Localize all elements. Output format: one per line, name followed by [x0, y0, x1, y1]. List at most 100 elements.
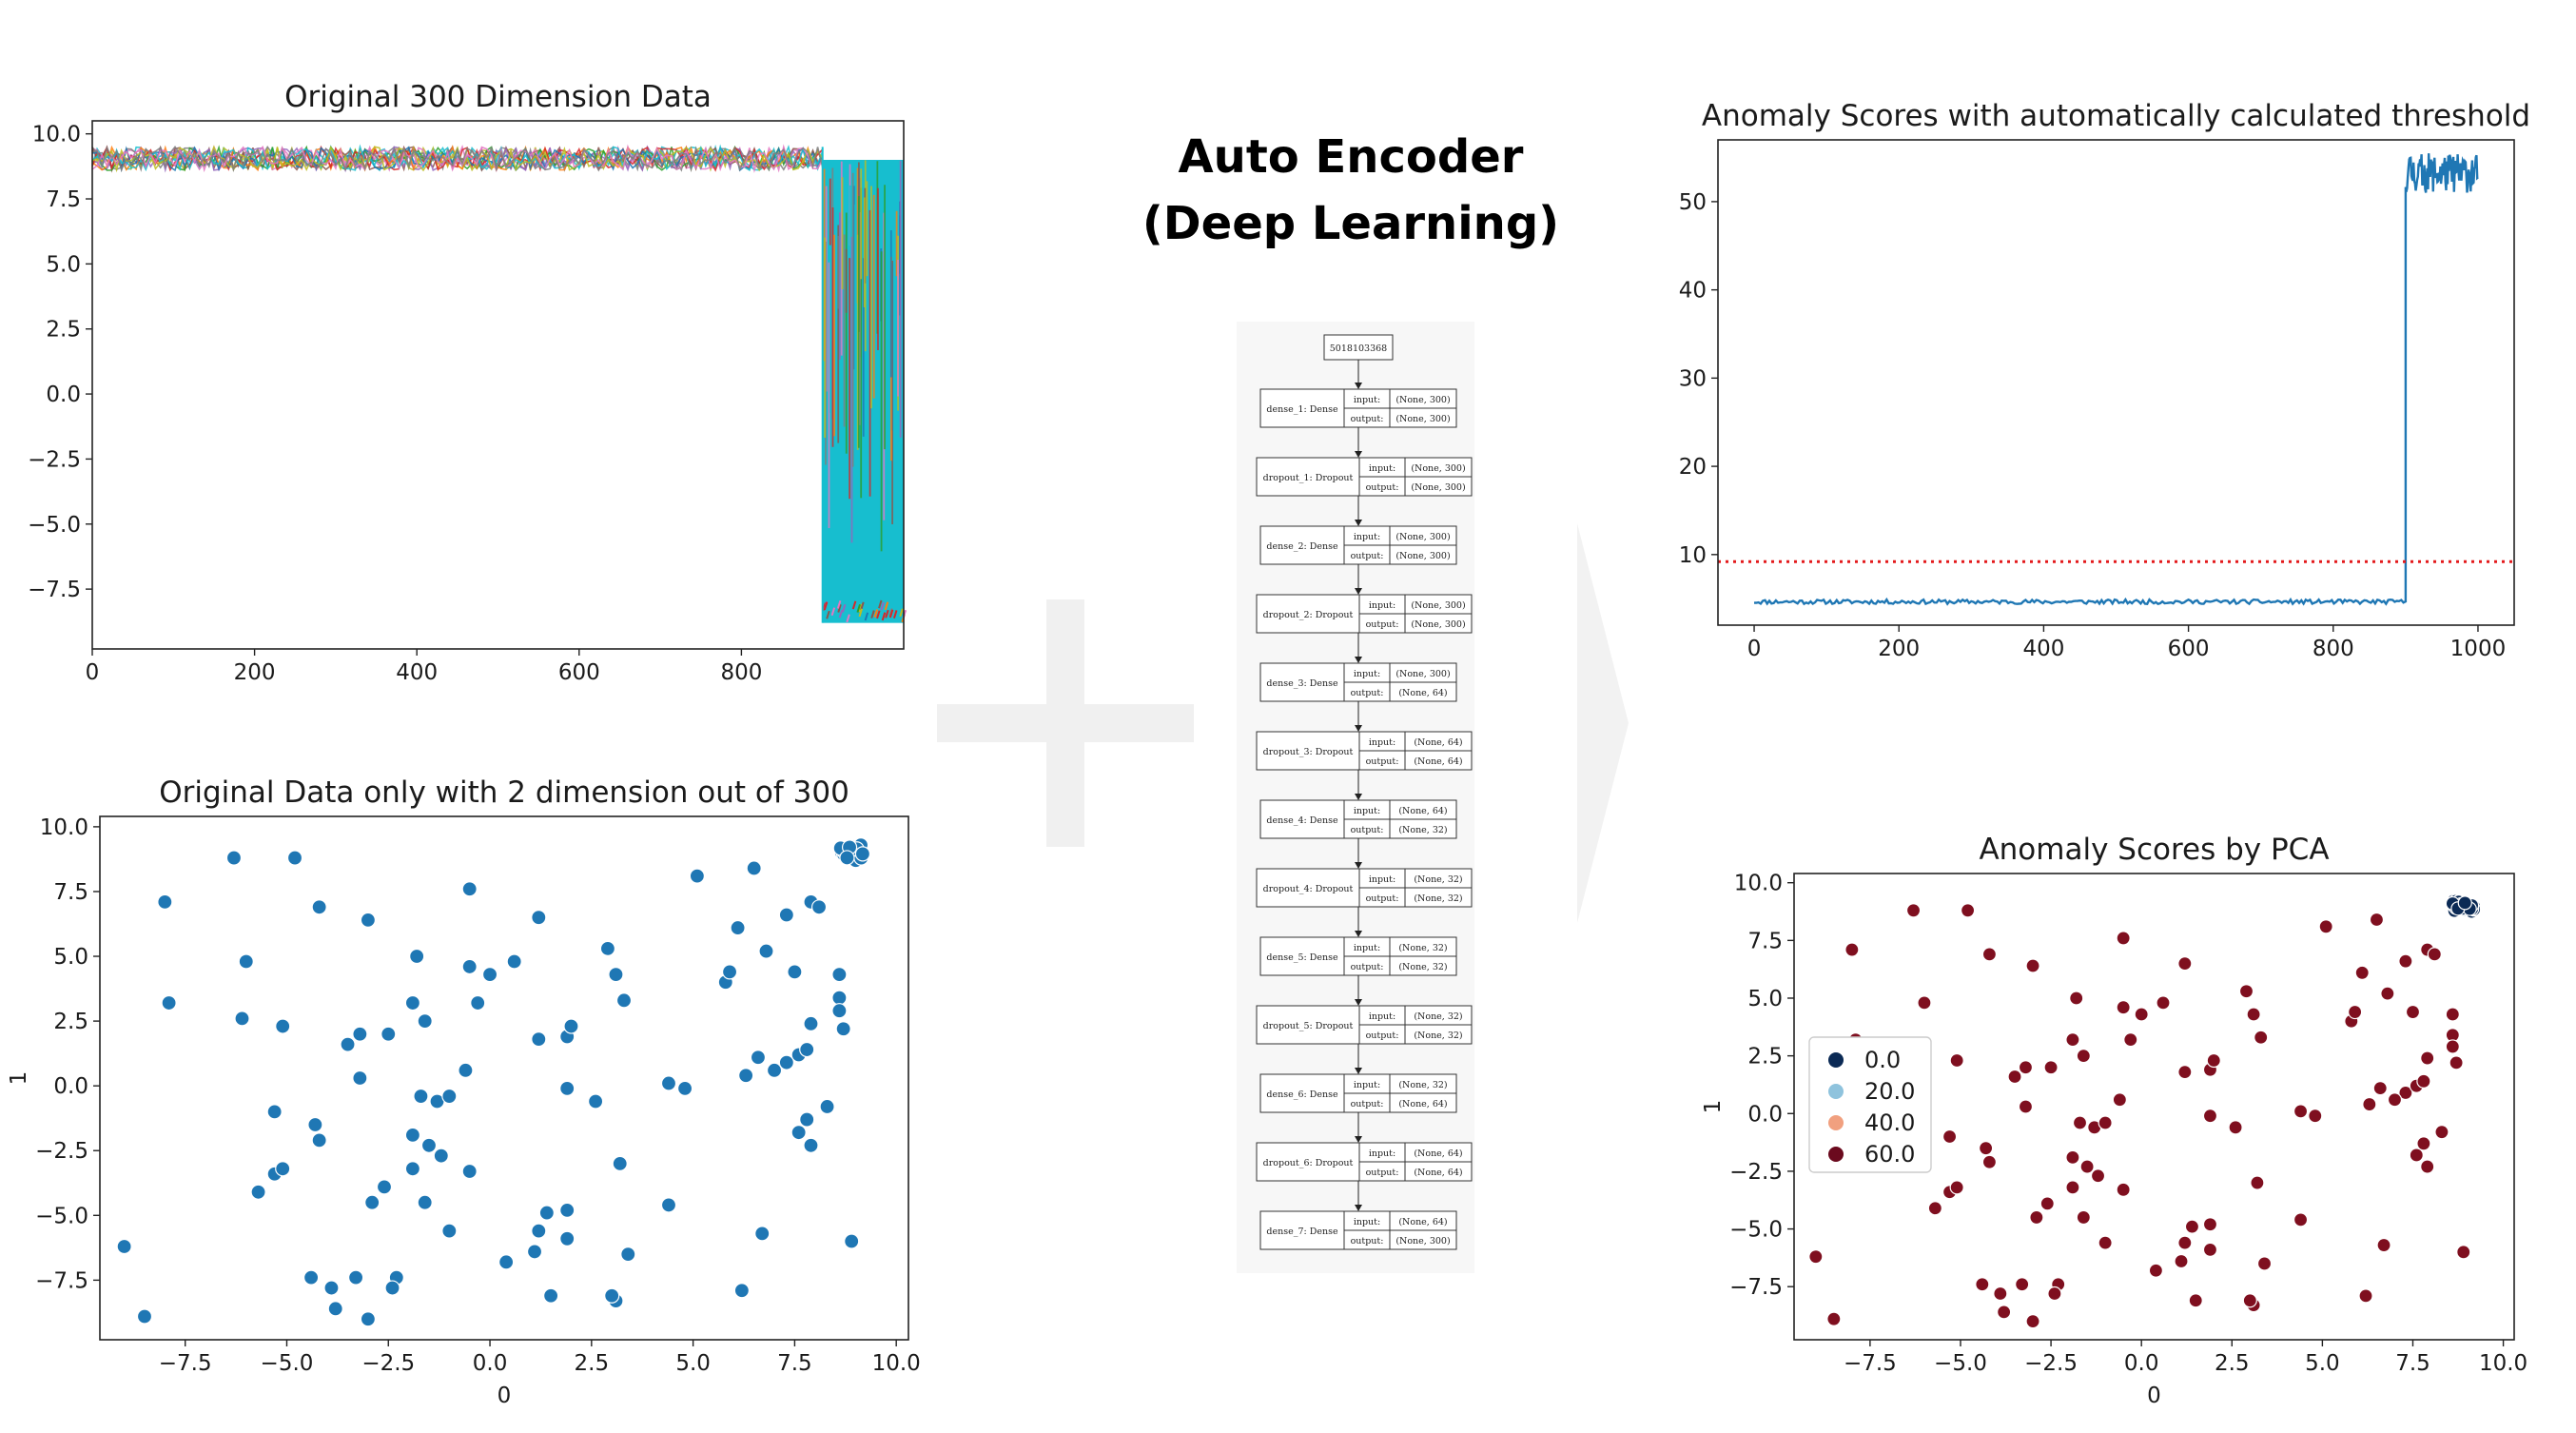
layer-name: dropout_1: Dropout — [1263, 473, 1354, 483]
data-point — [340, 1036, 356, 1052]
connector-arrow-icon — [1355, 1205, 1362, 1211]
data-point — [2380, 986, 2395, 1001]
cluster-point — [845, 841, 861, 857]
data-point — [2174, 1253, 2189, 1269]
data-point — [2051, 1277, 2066, 1292]
data-point — [2065, 1180, 2080, 1195]
data-point — [2039, 1196, 2055, 1211]
cluster-point — [837, 844, 853, 860]
layer-input-label: input: — [1354, 1217, 1380, 1227]
data-point — [721, 964, 738, 980]
x-tick-label: 2.5 — [575, 1351, 610, 1376]
pca_scores-chart: Anomaly Scores by PCA −7.5 −5.0 −2.5 0.0 2.5 5… — [1701, 833, 2527, 1408]
data-point — [2362, 1096, 2377, 1112]
data-point — [404, 1127, 420, 1144]
data-point — [2202, 1242, 2218, 1257]
data-point — [538, 1205, 555, 1221]
y-tick-label: 5.0 — [53, 945, 88, 970]
layer-input-label: input: — [1354, 806, 1380, 816]
x-tick-label: 0.0 — [2124, 1351, 2159, 1376]
data-point — [2018, 1099, 2034, 1114]
data-point — [531, 1223, 547, 1239]
cluster-point — [848, 853, 864, 869]
cluster-point — [2461, 896, 2477, 913]
layer-name: dense_1: Dense — [1266, 404, 1338, 415]
layer-output-shape: (None, 300) — [1411, 619, 1465, 630]
cluster-point — [852, 840, 868, 856]
x-tick-label: 800 — [720, 660, 762, 685]
layer-input-label: input: — [1369, 1011, 1395, 1022]
cluster-point — [2467, 900, 2482, 915]
cluster-point — [838, 845, 854, 861]
data-point — [2398, 953, 2413, 969]
y-tick-label: −7.5 — [1729, 1275, 1783, 1300]
layer-input-shape: (None, 300) — [1411, 600, 1465, 611]
x-tick-label: 800 — [2313, 637, 2354, 661]
data-point — [526, 1244, 543, 1260]
anomaly-streak — [881, 612, 887, 621]
y-tick-label: 2.5 — [46, 318, 81, 343]
data-point — [2246, 1298, 2261, 1313]
series-line — [91, 145, 824, 172]
cluster-point — [832, 840, 849, 857]
data-point — [2087, 1120, 2102, 1135]
connector-arrow-icon — [1355, 588, 1362, 595]
layer-output-shape: (None, 64) — [1398, 1099, 1447, 1109]
chart-title: Anomaly Scores with automatically calcul… — [1702, 99, 2530, 133]
data-point — [2202, 1217, 2218, 1232]
anomaly-streak — [899, 608, 904, 618]
data-point — [2318, 919, 2333, 934]
data-point — [360, 1311, 377, 1327]
data-point — [303, 1269, 320, 1286]
data-point — [2090, 1168, 2106, 1184]
legend-marker — [1828, 1084, 1844, 1099]
data-point — [404, 1161, 420, 1177]
layer-output-shape: (None, 32) — [1398, 962, 1447, 972]
data-point — [2065, 1149, 2080, 1165]
legend-marker — [1828, 1147, 1844, 1162]
data-point — [559, 1029, 576, 1045]
data-point — [275, 1018, 291, 1034]
data-point — [286, 850, 303, 866]
anomaly-streak — [902, 609, 907, 618]
layer-node — [1256, 1142, 1473, 1182]
layer-name: dense_5: Dense — [1266, 952, 1338, 963]
cluster-point — [2464, 904, 2479, 919]
data-point — [559, 1202, 576, 1218]
cluster-point — [2462, 901, 2477, 916]
layer-node — [1259, 388, 1457, 428]
layer-output-label: output: — [1351, 1099, 1384, 1109]
data-point — [2029, 1209, 2044, 1226]
data-point — [1949, 1180, 1964, 1195]
data-point — [1981, 947, 1998, 962]
data-point — [2202, 1062, 2218, 1077]
cluster-point — [2451, 894, 2467, 910]
layer-output-label: output: — [1351, 688, 1384, 698]
anomaly-streak — [851, 600, 857, 610]
data-point — [2409, 1078, 2424, 1093]
data-point — [660, 1197, 677, 1213]
layer-input-label: input: — [1354, 532, 1380, 542]
data-point — [481, 966, 498, 983]
series-line — [91, 145, 824, 172]
autoencoder-title: Auto Encoder (Deep Learning) — [1122, 124, 1579, 257]
connector-arrow-icon — [1355, 725, 1362, 732]
data-point — [2025, 1313, 2040, 1329]
legend-box — [1808, 1036, 1932, 1173]
data-point — [2416, 1073, 2431, 1089]
layer-input-shape: (None, 32) — [1414, 874, 1462, 885]
chart-title: Anomaly Scores by PCA — [1979, 833, 2329, 867]
data-point — [2188, 1293, 2203, 1308]
x-tick-label: −5.0 — [1934, 1351, 1987, 1376]
chart-title: Original Data only with 2 dimension out … — [159, 775, 849, 810]
layer-name: dropout_2: Dropout — [1263, 610, 1354, 620]
data-point — [1844, 942, 1860, 957]
data-point — [161, 994, 177, 1011]
data-point — [2254, 1030, 2269, 1045]
data-point — [754, 1226, 771, 1242]
x-tick-label: 600 — [2168, 637, 2210, 661]
data-point — [2387, 1092, 2403, 1108]
data-point — [2098, 1115, 2113, 1130]
anomaly-streak — [823, 601, 829, 611]
anomaly-streak — [880, 601, 885, 611]
